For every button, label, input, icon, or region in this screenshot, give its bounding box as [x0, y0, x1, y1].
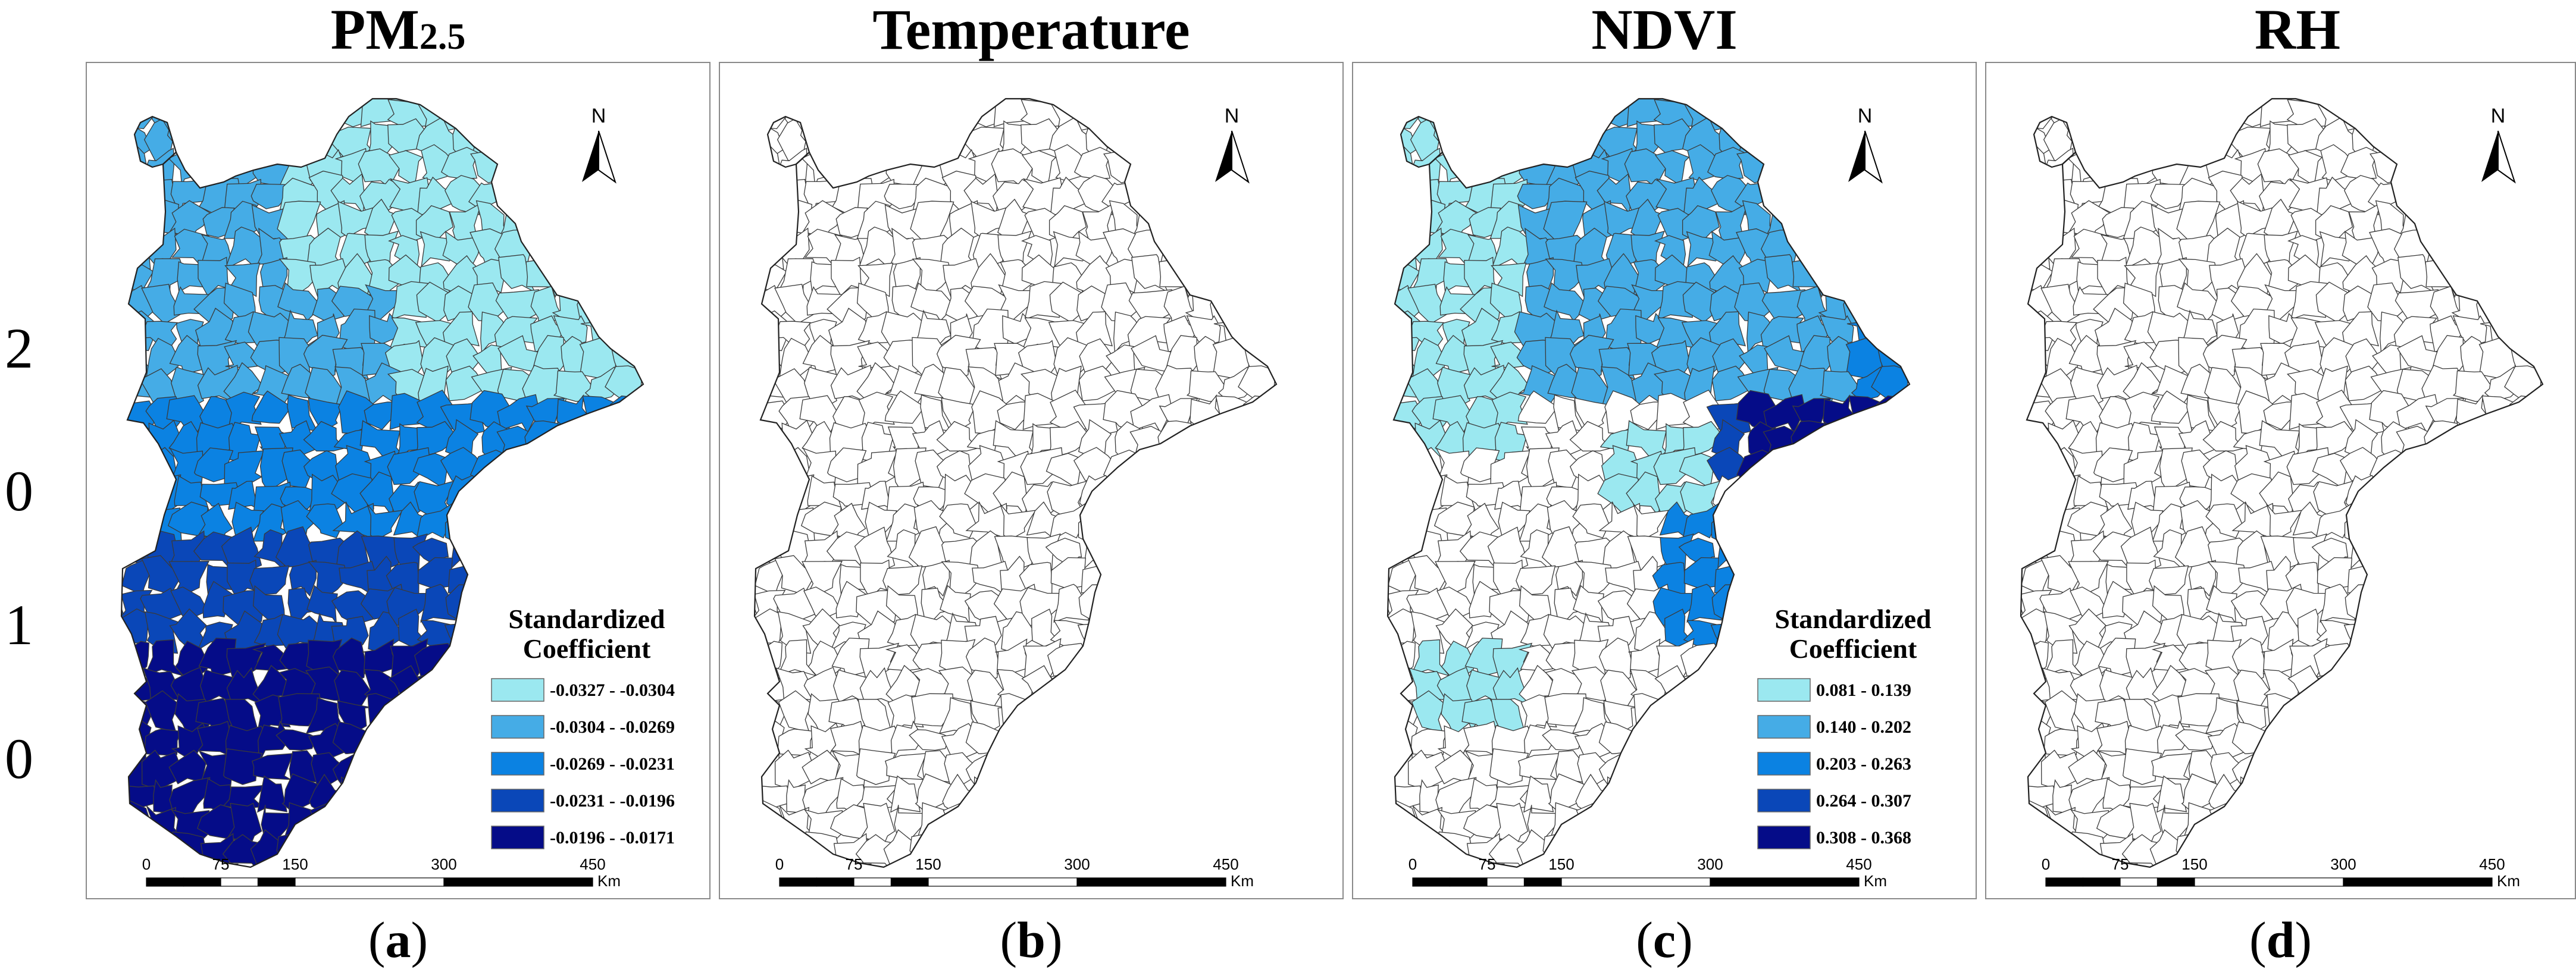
- panel-title-ndvi: NDVI: [1591, 0, 1738, 61]
- legend-swatch: [1757, 752, 1811, 776]
- scale-tick-label: 0: [142, 855, 151, 873]
- scale-tick-label: 75: [212, 855, 230, 873]
- legend-item-label: -0.0327 - -0.0304: [550, 680, 675, 700]
- scale-tick-label: 450: [1846, 855, 1871, 873]
- north-arrow-icon: [2481, 130, 2516, 184]
- scale-tick-label: 150: [2181, 855, 2207, 873]
- side-label-3: 0: [5, 727, 33, 790]
- map-panel-pm25: N Standardized Coefficient -0.0327 - -0.030…: [86, 62, 710, 899]
- legend-swatch: [491, 826, 544, 849]
- scale-tick-label: 75: [1479, 855, 1496, 873]
- legend-swatch: [1757, 789, 1811, 812]
- legend-swatch: [491, 678, 544, 702]
- north-arrow-icon: [1215, 130, 1250, 184]
- side-label-1: 0: [5, 459, 33, 523]
- legend-swatch: [491, 752, 544, 776]
- scale-tick-label: 0: [2042, 855, 2050, 873]
- scale-tick-label: 450: [1213, 855, 1238, 873]
- north-label: N: [1858, 105, 1873, 127]
- panel-title-pm25: PM2.5: [330, 0, 466, 61]
- legend-item-label: 0.308 - 0.368: [1816, 828, 1911, 848]
- legend-title-line2: Coefficient: [1789, 633, 1917, 664]
- scale-tick-label: 300: [1064, 855, 1090, 873]
- legend-item-label: -0.0269 - -0.0231: [550, 754, 675, 774]
- north-label: N: [2491, 105, 2506, 127]
- legend-item-label: -0.0304 - -0.0269: [550, 717, 675, 737]
- map-panel-rh: N 0 75 150 300 450 Km: [1985, 62, 2576, 899]
- map-panel-temperature: N 0 75 150 300 450 Km: [719, 62, 1344, 899]
- legend-title-line1: Standardized: [1774, 604, 1932, 634]
- north-arrow-icon: [1848, 130, 1883, 184]
- legend-item-label: -0.0231 - -0.0196: [550, 791, 675, 811]
- legend-swatch: [1757, 715, 1811, 739]
- north-label: N: [591, 105, 606, 127]
- legend-swatch: [1757, 826, 1811, 849]
- scale-tick-label: 75: [846, 855, 863, 873]
- caption-c: (c): [1636, 911, 1693, 968]
- panel-title-rh: RH: [2255, 0, 2340, 61]
- caption-a: (a): [368, 911, 428, 968]
- side-label-2: 1: [5, 593, 33, 657]
- scale-tick-label: 0: [775, 855, 784, 873]
- side-label-0: 2: [5, 316, 33, 380]
- north-label: N: [1225, 105, 1240, 127]
- legend-item-label: -0.0196 - -0.0171: [550, 828, 675, 848]
- map-panel-ndvi: N Standardized Coefficient 0.081 - 0.139 0.1…: [1352, 62, 1977, 899]
- scale-tick-label: 300: [2330, 855, 2356, 873]
- scale-tick-label: 300: [1697, 855, 1723, 873]
- legend-item-label: 0.081 - 0.139: [1816, 680, 1911, 700]
- county-polygons: [755, 99, 1276, 867]
- panel-title-temperature: Temperature: [872, 0, 1190, 61]
- scale-unit-label: Km: [1864, 872, 1887, 890]
- scale-tick-label: 150: [915, 855, 941, 873]
- scale-tick-label: 0: [1408, 855, 1417, 873]
- legend-item-label: 0.203 - 0.263: [1816, 754, 1911, 774]
- scale-unit-label: Km: [2497, 872, 2520, 890]
- legend-swatch: [491, 789, 544, 812]
- scale-tick-label: 150: [1548, 855, 1574, 873]
- scale-tick-label: 300: [431, 855, 456, 873]
- caption-d: (d): [2249, 911, 2312, 968]
- legend-title-line1: Standardized: [508, 604, 665, 634]
- scale-unit-label: Km: [597, 872, 621, 890]
- legend-swatch: [1757, 678, 1811, 702]
- scale-tick-label: 150: [282, 855, 308, 873]
- legend-item-label: 0.264 - 0.307: [1816, 791, 1911, 811]
- scale-tick-label: 450: [2479, 855, 2505, 873]
- north-arrow-icon: [582, 130, 616, 184]
- scale-unit-label: Km: [1231, 872, 1254, 890]
- scale-tick-label: 450: [580, 855, 605, 873]
- scale-tick-label: 75: [2112, 855, 2129, 873]
- legend-item-label: 0.140 - 0.202: [1816, 717, 1911, 737]
- legend-swatch: [491, 715, 544, 739]
- caption-b: (b): [1000, 911, 1063, 968]
- legend-title-line2: Coefficient: [523, 633, 651, 664]
